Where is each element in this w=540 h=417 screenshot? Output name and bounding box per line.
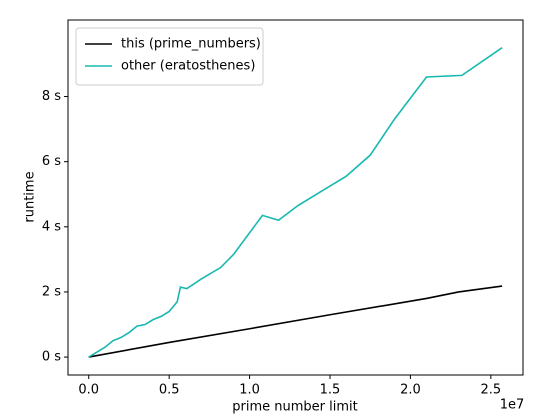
y-tick-label: 6 s: [42, 154, 61, 169]
line: [88, 285, 503, 358]
axes-frame: [67, 19, 524, 376]
y-tick-label: 2 s: [42, 284, 61, 299]
line: [88, 47, 503, 358]
y-tick-label: 0 s: [42, 350, 61, 365]
x-axis-label: prime number limit: [232, 400, 357, 415]
legend-box: [75, 27, 264, 86]
legend-label: this (prime_numbers): [121, 37, 261, 52]
x-tick-label: 2.0: [400, 383, 421, 398]
y-axis-label: runtime: [23, 171, 38, 222]
x-tick-label: 1.5: [320, 383, 341, 398]
y-tick-label: 8 s: [42, 89, 61, 104]
x-offset-label: 1e7: [500, 398, 525, 413]
x-tick-label: 0.5: [159, 383, 180, 398]
y-tick-label: 4 s: [42, 219, 61, 234]
x-tick-label: 1.0: [239, 383, 260, 398]
legend-label: other (eratosthenes): [121, 59, 255, 74]
x-tick-label: 0.0: [78, 383, 99, 398]
x-tick-label: 2.5: [480, 383, 501, 398]
